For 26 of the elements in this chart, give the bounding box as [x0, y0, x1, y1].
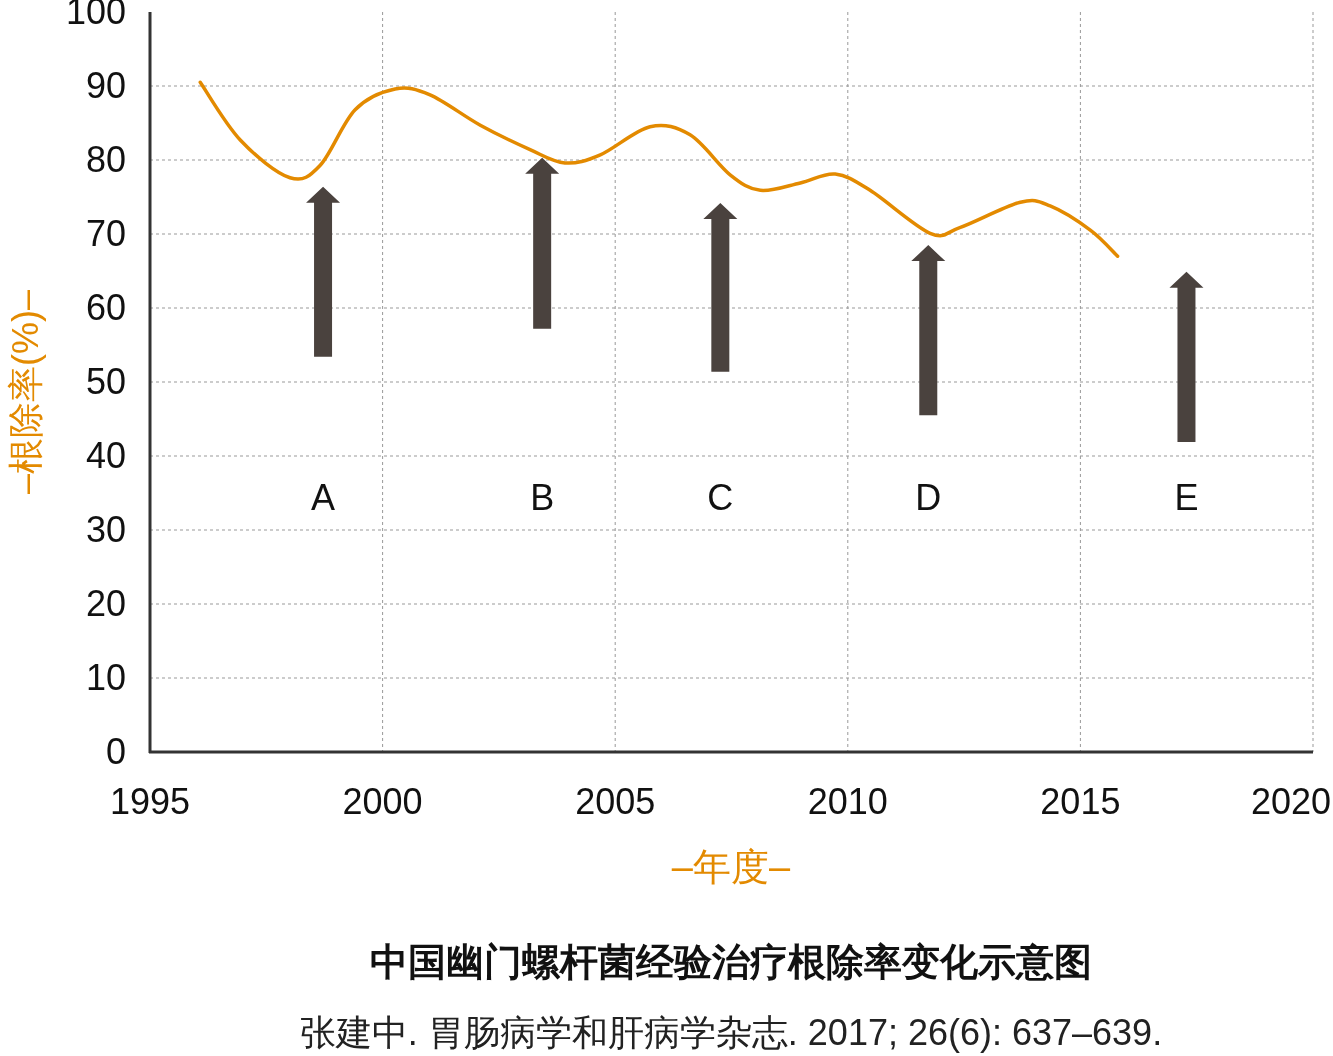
- y-tick-label: 40: [85, 435, 126, 476]
- y-tick-label: 30: [85, 509, 126, 550]
- y-tick-label: 0: [105, 731, 126, 772]
- y-axis-title: –根除率(%)–: [5, 289, 46, 495]
- x-tick-label: 2015: [1040, 781, 1121, 822]
- annotation: E: [1174, 476, 1199, 518]
- x-tick-label: 2020: [1250, 781, 1331, 822]
- x-tick-label: 1995: [109, 781, 191, 822]
- annotation: A: [311, 476, 336, 518]
- x-tick-label: 2005: [575, 781, 656, 822]
- x-tick-label: 2010: [807, 781, 888, 822]
- text: 张建中. 胃肠病学和肝病学杂志. 2017; 26(6): 637–639.: [299, 1012, 1163, 1053]
- y-tick-label: 10: [85, 657, 126, 698]
- y-tick-label: 20: [85, 583, 126, 624]
- text: 中国幽门螺杆菌经验治疗根除率变化示意图: [370, 941, 1092, 983]
- y-tick-label: 80: [85, 139, 126, 180]
- y-tick-label: 90: [85, 65, 126, 106]
- line-series: [198, 80, 1120, 258]
- annotation: D: [915, 476, 942, 518]
- x-tick-label: 2000: [342, 781, 423, 822]
- annotation: C: [707, 476, 734, 518]
- y-tick-label: 70: [85, 213, 126, 254]
- y-tick-label: 60: [85, 287, 126, 328]
- y-tick-label: 50: [85, 361, 126, 402]
- x-axis-title: –年度–: [671, 846, 791, 888]
- annotation: B: [530, 476, 555, 518]
